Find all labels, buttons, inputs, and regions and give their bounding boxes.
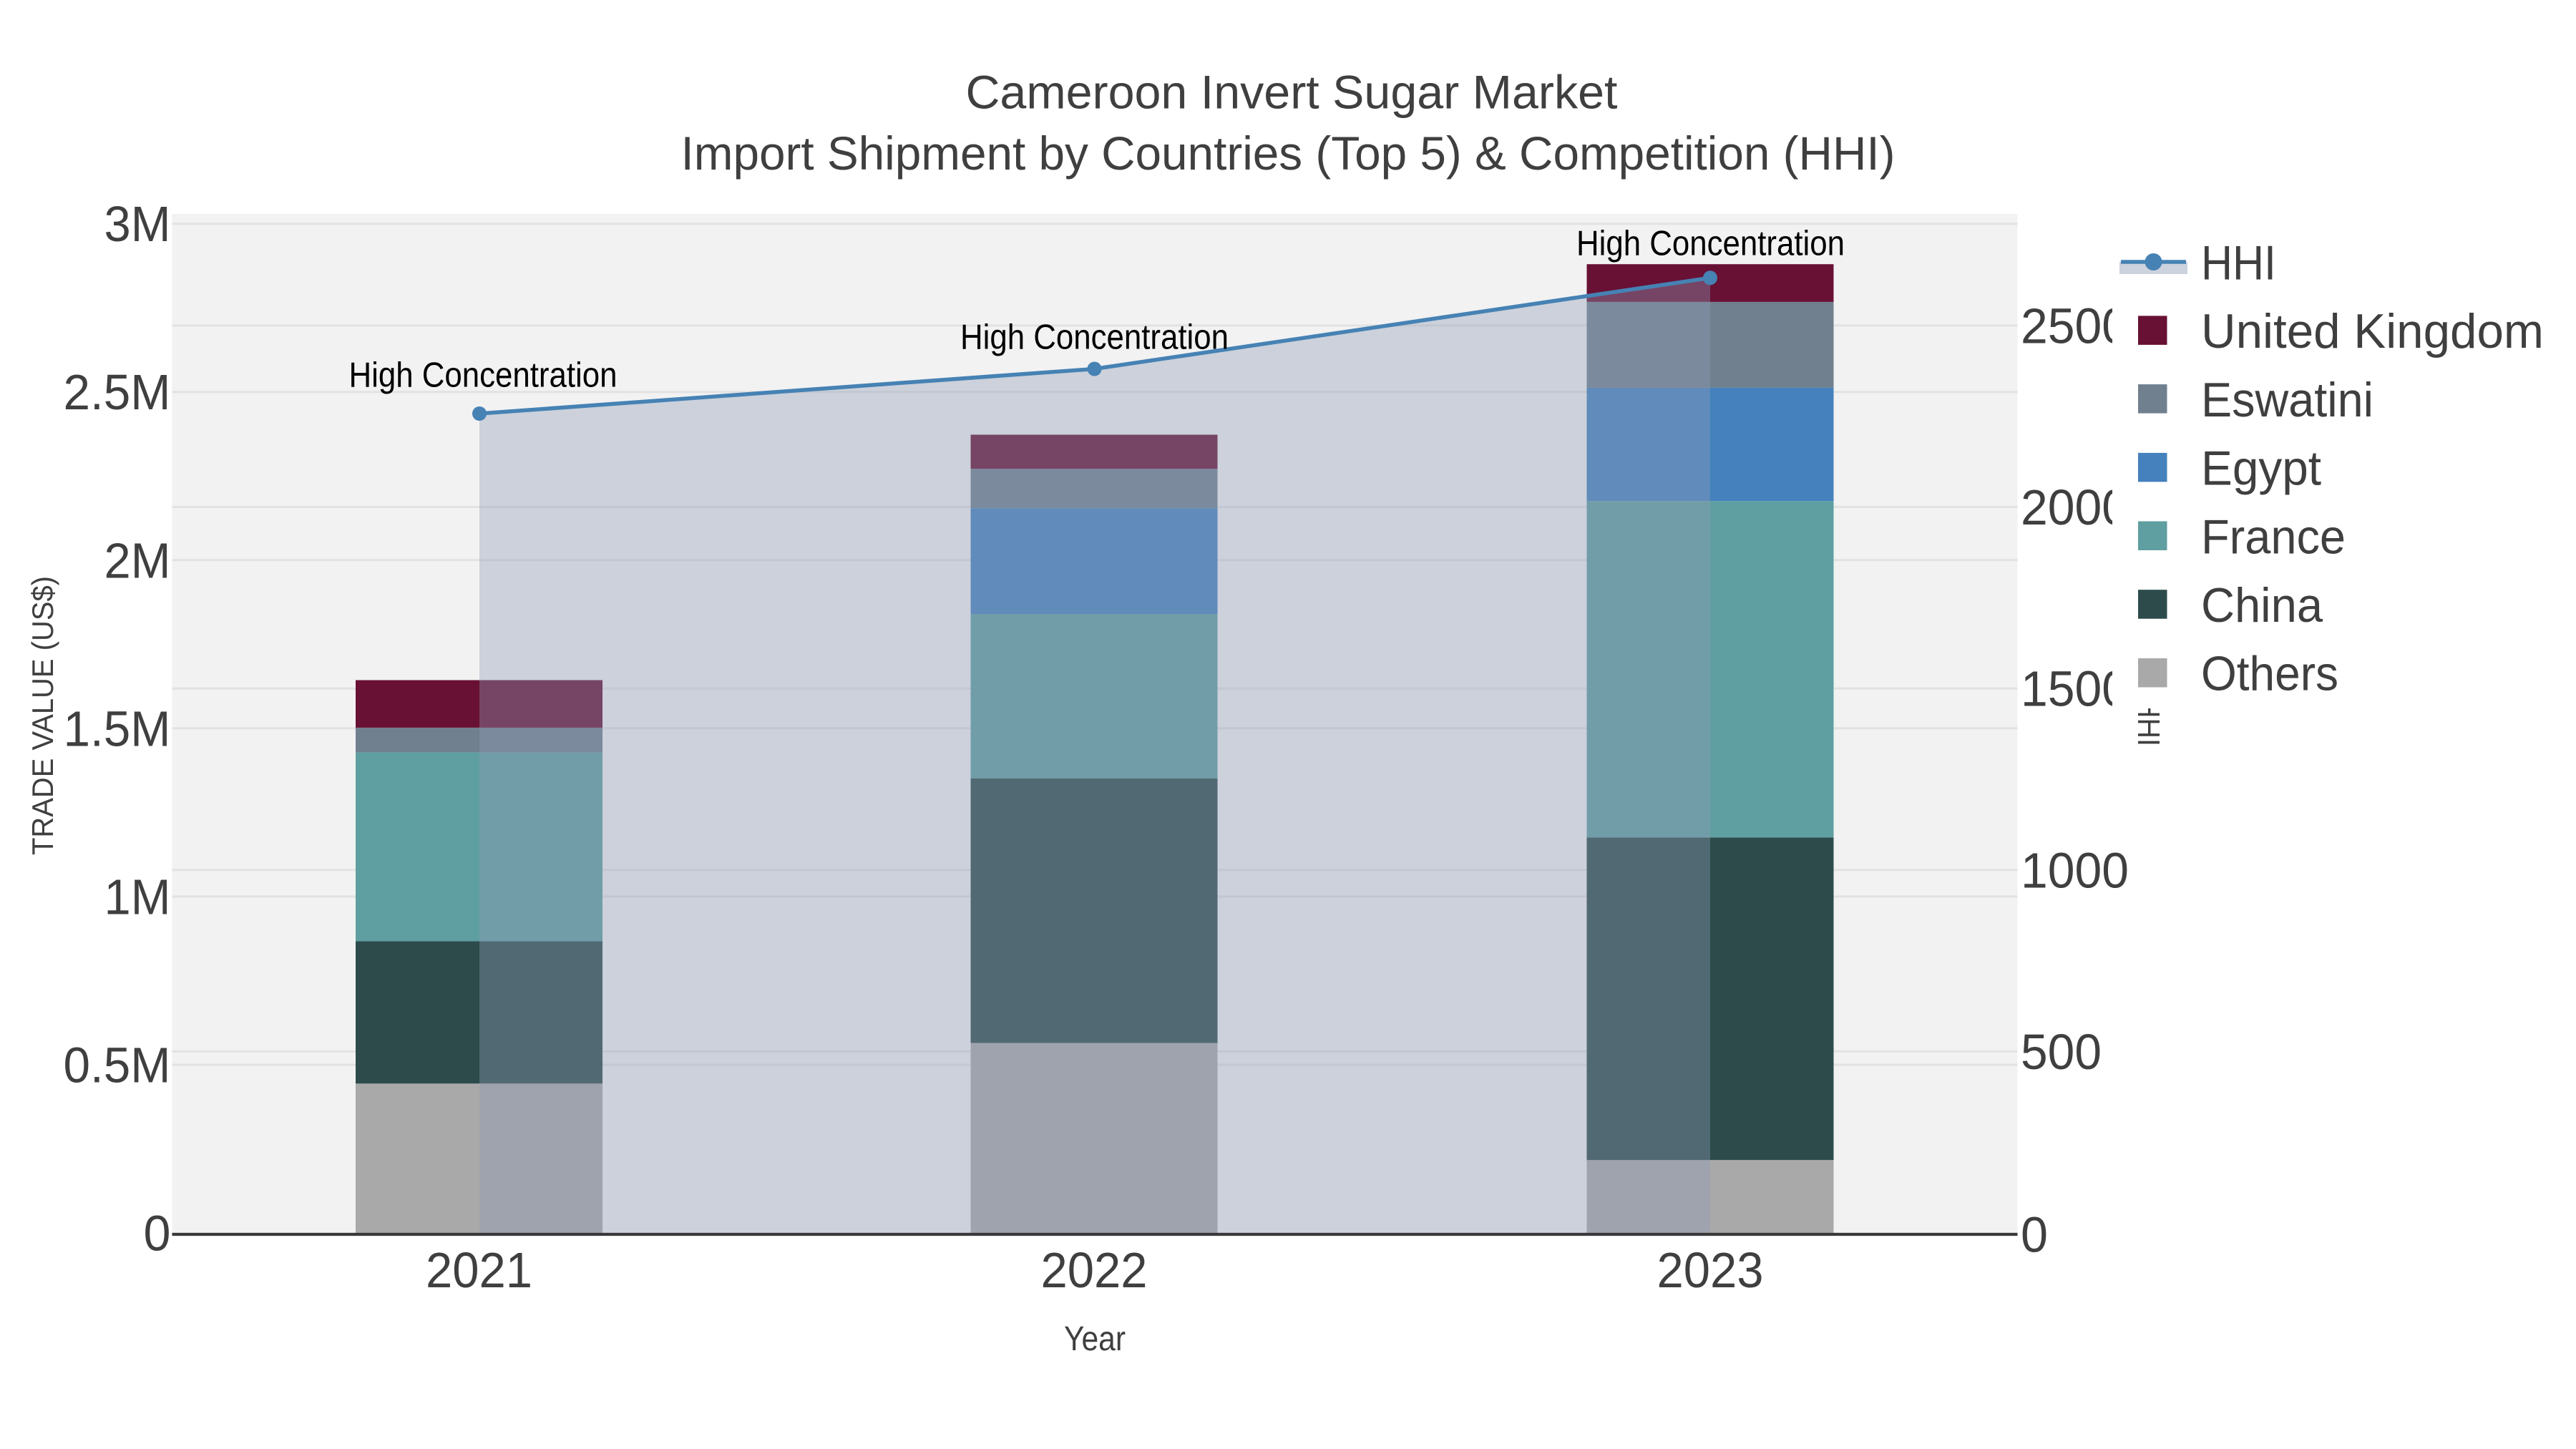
svg-text:0.5M: 0.5M <box>64 1038 171 1093</box>
svg-text:0: 0 <box>2021 1207 2048 1263</box>
svg-text:Eswatini: Eswatini <box>2201 373 2373 427</box>
svg-text:High Concentration: High Concentration <box>960 318 1229 357</box>
svg-text:Egypt: Egypt <box>2201 441 2321 496</box>
svg-text:3M: 3M <box>104 196 171 252</box>
svg-text:1500: 1500 <box>2021 661 2129 717</box>
svg-text:France: France <box>2201 509 2346 564</box>
svg-text:2021: 2021 <box>426 1242 532 1298</box>
svg-text:High Concentration: High Concentration <box>349 356 618 395</box>
svg-text:Import Shipment by Countries (: Import Shipment by Countries (Top 5) & C… <box>681 127 1896 180</box>
svg-text:2023: 2023 <box>1657 1242 1764 1298</box>
svg-text:Others: Others <box>2201 647 2338 701</box>
svg-text:2M: 2M <box>104 532 171 588</box>
svg-text:High Concentration: High Concentration <box>1576 225 1845 263</box>
svg-text:1M: 1M <box>104 869 171 924</box>
svg-text:2500: 2500 <box>2021 298 2129 353</box>
svg-text:2000: 2000 <box>2021 479 2129 535</box>
svg-text:Cameroon Invert Sugar Market: Cameroon Invert Sugar Market <box>966 66 1618 119</box>
svg-text:500: 500 <box>2021 1024 2102 1080</box>
svg-text:2022: 2022 <box>1041 1242 1148 1298</box>
svg-text:0: 0 <box>144 1206 171 1262</box>
svg-text:1000: 1000 <box>2021 842 2129 898</box>
svg-text:2.5M: 2.5M <box>64 364 171 420</box>
svg-text:United Kingdom: United Kingdom <box>2201 304 2544 358</box>
svg-text:Year: Year <box>1064 1320 1126 1358</box>
svg-text:China: China <box>2201 578 2323 633</box>
svg-text:TRADE VALUE (US$): TRADE VALUE (US$) <box>26 576 59 855</box>
svg-text:HHI: HHI <box>2201 236 2276 291</box>
svg-text:1.5M: 1.5M <box>64 701 171 756</box>
